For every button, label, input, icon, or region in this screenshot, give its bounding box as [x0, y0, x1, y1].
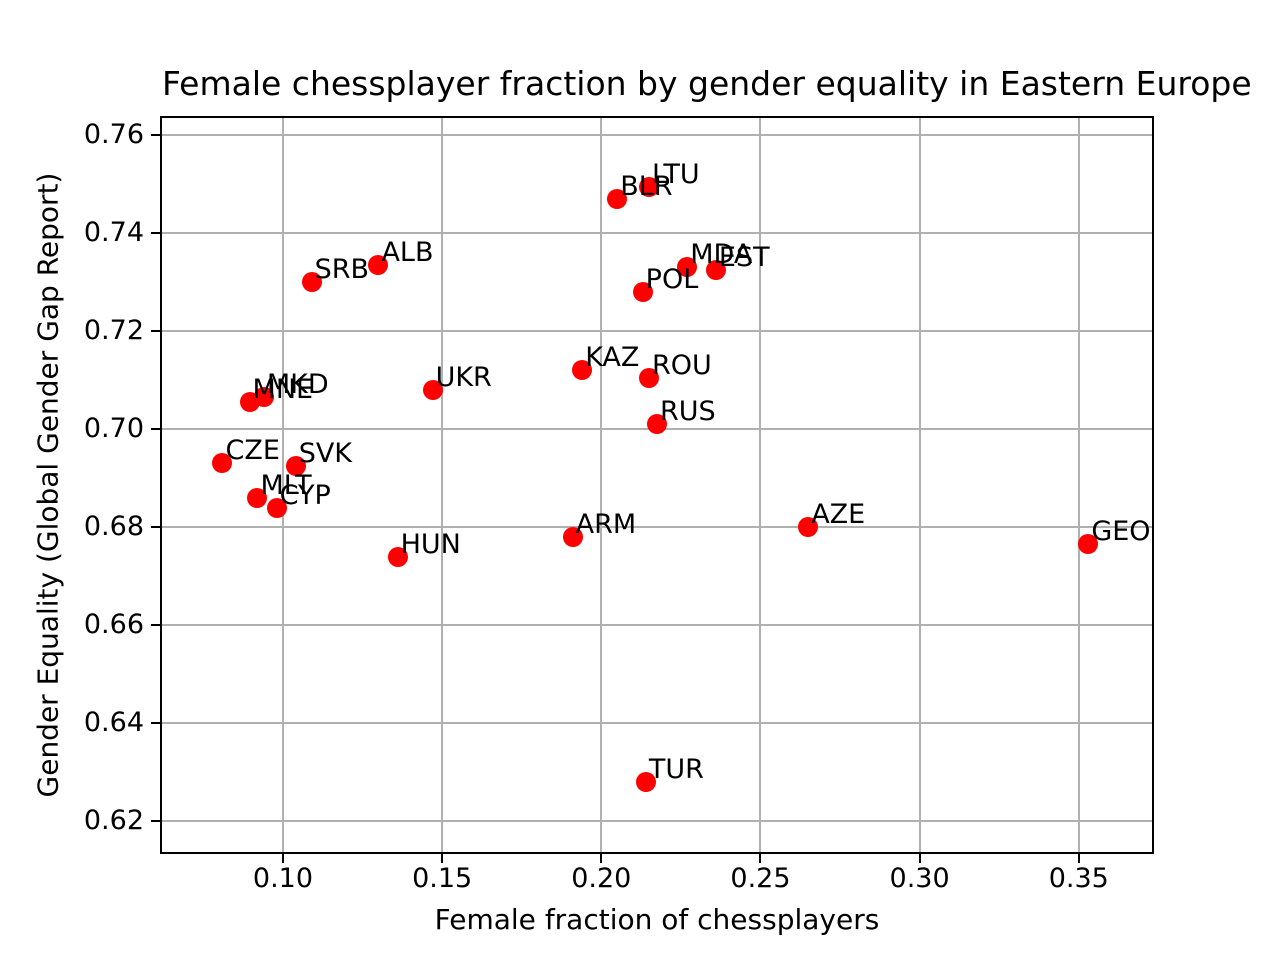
- data-point-est: [705, 259, 726, 280]
- point-label-arm: ARM: [575, 508, 637, 540]
- y-tick-mark: [151, 624, 160, 627]
- x-tick-label: 0.25: [730, 863, 791, 894]
- y-gridline: [162, 134, 1152, 137]
- point-label-ukr: UKR: [435, 361, 492, 393]
- y-tick-mark: [151, 820, 160, 823]
- x-tick-label: 0.15: [412, 863, 473, 894]
- x-tick-mark: [600, 854, 603, 863]
- point-label-blr: BLR: [620, 170, 673, 202]
- point-label-mda: MDA: [690, 239, 753, 271]
- y-axis-label: Gender Equality (Global Gender Gap Repor…: [31, 172, 65, 798]
- y-tick-label: 0.76: [83, 119, 144, 151]
- data-point-alb: [368, 254, 389, 275]
- point-label-rus: RUS: [660, 396, 716, 428]
- point-label-ltu: LTU: [652, 158, 700, 190]
- x-axis-label: Female fraction of chessplayers: [434, 903, 880, 936]
- data-point-cyp: [266, 497, 287, 518]
- y-tick-mark: [151, 232, 160, 235]
- data-point-svk: [285, 455, 306, 476]
- x-gridline: [918, 118, 921, 852]
- x-tick-mark: [281, 854, 284, 863]
- y-tick-mark: [151, 526, 160, 529]
- point-label-cyp: CYP: [279, 479, 331, 511]
- x-gridline: [600, 118, 603, 852]
- point-label-pol: POL: [645, 263, 699, 295]
- x-tick-label: 0.10: [252, 863, 314, 894]
- y-tick-mark: [151, 134, 160, 137]
- point-label-hun: HUN: [400, 528, 461, 560]
- point-label-tur: TUR: [648, 753, 704, 785]
- y-tick-label: 0.70: [83, 413, 144, 445]
- x-gridline: [1077, 118, 1080, 852]
- y-tick-mark: [151, 428, 160, 431]
- data-point-cze: [212, 453, 233, 474]
- y-tick-mark: [151, 722, 160, 725]
- y-gridline: [162, 722, 1152, 725]
- y-tick-label: 0.74: [83, 217, 144, 249]
- y-gridline: [162, 330, 1152, 333]
- point-label-alb: ALB: [381, 236, 434, 268]
- data-point-rus: [647, 414, 667, 435]
- y-gridline: [162, 232, 1152, 235]
- y-tick-label: 0.68: [83, 511, 144, 543]
- data-point-geo: [1078, 534, 1099, 555]
- point-label-rou: ROU: [652, 349, 712, 381]
- x-tick-mark: [1077, 854, 1080, 863]
- x-tick-mark: [759, 854, 762, 863]
- x-tick-mark: [918, 854, 921, 863]
- data-point-blr: [607, 188, 628, 209]
- chart-title: Female chessplayer fraction by gender eq…: [162, 64, 1252, 103]
- point-label-mlt: MLT: [260, 469, 312, 501]
- plot-area: 0.10 0.15 0.20 0.25 0.30 0.35 0.62 0.64 0.66 0.68…: [84, 116, 1154, 894]
- point-label-svk: SVK: [298, 437, 353, 469]
- x-tick-label: 0.30: [889, 863, 950, 894]
- data-point-hun: [387, 546, 408, 567]
- x-gridline: [281, 118, 284, 852]
- data-point-mlt: [247, 487, 268, 508]
- point-label-geo: GEO: [1091, 516, 1151, 548]
- point-label-mne: MNE: [252, 374, 314, 406]
- data-point-arm: [562, 526, 583, 547]
- data-point-aze: [798, 517, 819, 538]
- y-gridline: [162, 526, 1152, 529]
- x-tick-label: 0.20: [571, 863, 632, 894]
- data-point-ltu: [639, 176, 660, 197]
- x-gridline: [759, 118, 762, 852]
- y-tick-label: 0.66: [83, 609, 144, 641]
- y-gridline: [162, 624, 1152, 627]
- point-label-est: EST: [718, 241, 770, 273]
- y-tick-label: 0.72: [83, 315, 144, 347]
- data-point-mda: [677, 257, 698, 278]
- point-label-cze: CZE: [225, 435, 280, 467]
- y-gridline: [162, 820, 1152, 823]
- x-gridline: [441, 118, 444, 852]
- data-point-tur: [635, 771, 656, 792]
- point-label-srb: SRB: [314, 254, 370, 286]
- data-point-rou: [639, 367, 660, 388]
- y-tick-label: 0.64: [83, 707, 144, 739]
- data-point-kaz: [572, 360, 593, 381]
- x-tick-label: 0.35: [1048, 863, 1109, 894]
- data-point-srb: [301, 272, 322, 293]
- y-tick-label: 0.62: [83, 805, 144, 837]
- data-point-pol: [632, 281, 653, 302]
- y-tick-mark: [151, 330, 160, 333]
- point-label-aze: AZE: [811, 499, 866, 531]
- point-label-mkd: MKD: [266, 369, 329, 401]
- data-point-mne: [239, 392, 260, 413]
- point-label-kaz: KAZ: [585, 342, 640, 374]
- data-point-ukr: [422, 379, 443, 400]
- x-tick-mark: [441, 854, 444, 863]
